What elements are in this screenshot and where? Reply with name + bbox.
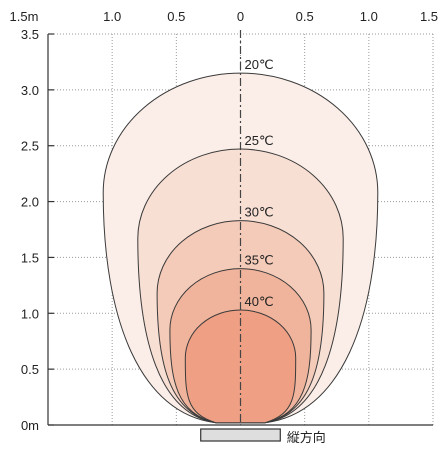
isotherm-label: 25℃ <box>245 133 274 148</box>
y-tick-label: 2.5 <box>21 139 39 154</box>
heater-source-block <box>200 428 281 442</box>
y-tick-label: 0m <box>21 418 39 433</box>
x-tick-label: 1.0 <box>360 9 378 24</box>
x-tick-label: 1.5m <box>10 9 39 24</box>
x-tick-label: 0.5 <box>296 9 314 24</box>
y-tick-label: 3.0 <box>21 83 39 98</box>
x-tick-label: 0.5 <box>167 9 185 24</box>
direction-label: 縦方向 <box>287 430 326 445</box>
x-tick-label: 1.0 <box>103 9 121 24</box>
isotherm-label: 35℃ <box>245 253 274 268</box>
y-tick-label: 3.5 <box>21 27 39 42</box>
x-tick-label: 0 <box>237 9 244 24</box>
y-tick-label: 1.5 <box>21 250 39 265</box>
x-tick-label: 1.5 <box>420 9 438 24</box>
isotherm-label: 30℃ <box>245 205 274 220</box>
isotherm-label: 20℃ <box>245 57 274 72</box>
isotherm-label: 40℃ <box>245 294 274 309</box>
y-tick-label: 1.0 <box>21 306 39 321</box>
y-tick-label: 2.0 <box>21 195 39 210</box>
y-tick-label: 0.5 <box>21 362 39 377</box>
